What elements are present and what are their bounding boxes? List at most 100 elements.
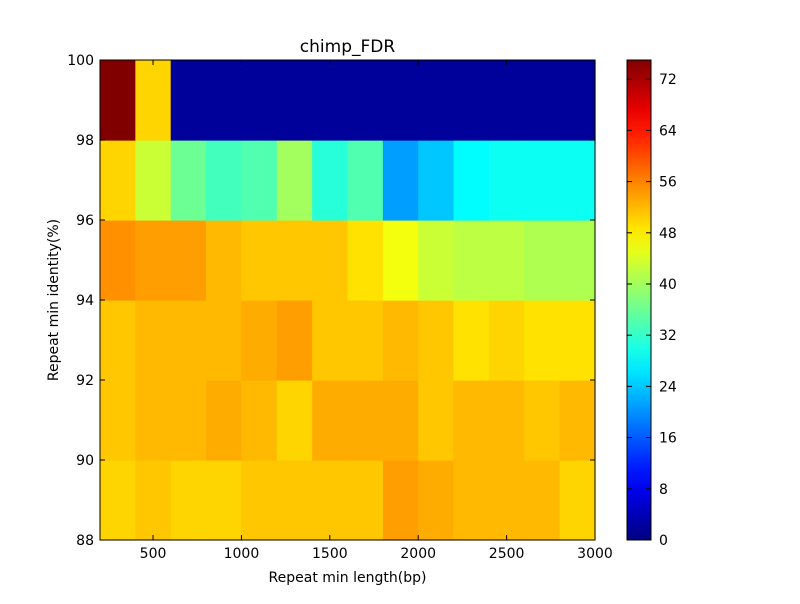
heatmap-cell — [488, 300, 525, 381]
heatmap-cell — [524, 140, 561, 221]
heatmap-cell — [100, 140, 136, 221]
heatmap-cell — [206, 380, 243, 461]
heatmap-cell — [135, 300, 172, 381]
heatmap-cell — [170, 60, 207, 141]
axis-ticks: 500 1000 1500 2000 2500 3000 88 90 92 94 96 98 100 — [67, 53, 613, 562]
heatmap-cell — [524, 220, 561, 301]
y-tick-label: 90 — [76, 453, 94, 469]
heatmap-cell — [135, 140, 172, 221]
x-axis-label: Repeat min length(bp) — [269, 570, 427, 586]
heatmap-cell — [382, 220, 419, 301]
heatmap-cell — [347, 460, 384, 541]
heatmap-cell — [524, 300, 561, 381]
heatmap-cell — [206, 460, 243, 541]
y-tick-label: 96 — [76, 213, 94, 229]
heatmap-cell — [559, 460, 596, 541]
y-tick-label: 92 — [76, 373, 94, 389]
heatmap-cell — [241, 140, 278, 221]
heatmap-cell — [170, 300, 207, 381]
heatmap-cell — [488, 140, 525, 221]
colorbar-tick-label: 8 — [659, 482, 668, 498]
heatmap-cell — [347, 220, 384, 301]
heatmap-cell — [170, 380, 207, 461]
colorbar-tick-label: 56 — [659, 175, 677, 191]
heatmap-cell — [524, 380, 561, 461]
heatmap-cell — [100, 60, 136, 141]
heatmap-cell — [524, 60, 561, 141]
heatmap-cell — [559, 140, 596, 221]
heatmap-cell — [488, 380, 525, 461]
heatmap-cell — [453, 460, 490, 541]
y-tick-label: 98 — [76, 133, 94, 149]
heatmap-cell — [347, 60, 384, 141]
heatmap-cell — [135, 60, 172, 141]
heatmap-cell — [135, 460, 172, 541]
heatmap-cell — [241, 220, 278, 301]
heatmap-cell — [135, 220, 172, 301]
x-tick-label: 2500 — [489, 546, 525, 562]
x-tick-label: 1000 — [224, 546, 260, 562]
heatmap-cell — [170, 460, 207, 541]
x-tick-label: 2000 — [400, 546, 436, 562]
heatmap-cell — [206, 220, 243, 301]
colorbar-tick-label: 24 — [659, 379, 677, 395]
heatmap-cell — [276, 300, 313, 381]
heatmap-cell — [170, 220, 207, 301]
heatmap-cell — [418, 140, 455, 221]
y-tick-label: 88 — [76, 533, 94, 549]
heatmap-cell — [559, 60, 596, 141]
heatmap-cell — [100, 460, 136, 541]
heatmap-cell — [418, 60, 455, 141]
heatmap-cell — [276, 380, 313, 461]
heatmap-cell — [524, 460, 561, 541]
colorbar-tick-label: 32 — [659, 328, 677, 344]
heatmap-cell — [347, 380, 384, 461]
heatmap-cell — [312, 140, 349, 221]
heatmap-cells — [100, 60, 596, 541]
heatmap-cell — [418, 220, 455, 301]
heatmap-cell — [206, 60, 243, 141]
heatmap-cell — [453, 300, 490, 381]
heatmap-cell — [312, 380, 349, 461]
heatmap-cell — [559, 300, 596, 381]
heatmap-cell — [382, 60, 419, 141]
heatmap-cell — [488, 220, 525, 301]
heatmap-cell — [312, 460, 349, 541]
heatmap-cell — [453, 380, 490, 461]
y-axis-label: Repeat min identity(%) — [46, 219, 62, 381]
colorbar-tick-label: 64 — [659, 123, 677, 139]
heatmap-cell — [276, 140, 313, 221]
heatmap-cell — [312, 220, 349, 301]
heatmap-cell — [488, 460, 525, 541]
heatmap-cell — [559, 380, 596, 461]
heatmap-cell — [241, 300, 278, 381]
heatmap-cell — [276, 60, 313, 141]
heatmap-cell — [453, 60, 490, 141]
heatmap-cell — [276, 220, 313, 301]
x-tick-label: 1500 — [312, 546, 348, 562]
heatmap-cell — [382, 300, 419, 381]
heatmap-cell — [241, 460, 278, 541]
heatmap-cell — [347, 140, 384, 221]
heatmap-cell — [453, 140, 490, 221]
heatmap-cell — [135, 380, 172, 461]
heatmap-cell — [382, 140, 419, 221]
heatmap-cell — [418, 380, 455, 461]
colorbar-tick-label: 0 — [659, 533, 668, 549]
heatmap-cell — [206, 300, 243, 381]
colorbar-tick-label: 72 — [659, 72, 677, 88]
heatmap-cell — [418, 460, 455, 541]
y-tick-label: 94 — [76, 293, 94, 309]
heatmap-cell — [206, 140, 243, 221]
heatmap-cell — [170, 140, 207, 221]
heatmap-cell — [559, 220, 596, 301]
heatmap-cell — [382, 460, 419, 541]
heatmap-cell — [488, 60, 525, 141]
heatmap-cell — [418, 300, 455, 381]
colorbar-tick-label: 40 — [659, 277, 677, 293]
colorbar — [626, 59, 652, 541]
colorbar-ticks: 0 8 16 24 32 40 48 56 64 72 — [627, 72, 677, 549]
heatmap-cell — [100, 300, 136, 381]
